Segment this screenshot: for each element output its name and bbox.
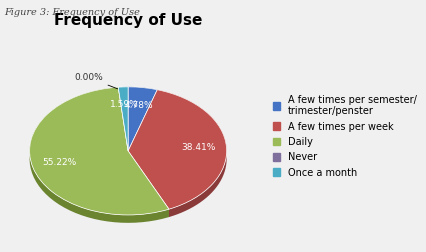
- Title: Frequency of Use: Frequency of Use: [54, 13, 202, 28]
- Text: 0.00%: 0.00%: [0, 251, 1, 252]
- Polygon shape: [128, 87, 157, 98]
- Wedge shape: [118, 87, 128, 151]
- Polygon shape: [157, 90, 226, 217]
- Wedge shape: [128, 90, 226, 209]
- Text: 0.00%: 0.00%: [74, 73, 117, 89]
- Text: Figure 3: Frequency of Use: Figure 3: Frequency of Use: [4, 8, 140, 17]
- Text: 55.22%: 55.22%: [42, 159, 77, 167]
- Text: 1.59%: 1.59%: [110, 100, 138, 109]
- Polygon shape: [29, 87, 169, 223]
- Wedge shape: [29, 87, 169, 215]
- Polygon shape: [118, 87, 128, 95]
- Text: 38.41%: 38.41%: [181, 143, 216, 152]
- Legend: A few times per semester/
trimester/penster, A few times per week, Daily, Never,: A few times per semester/ trimester/pens…: [269, 92, 419, 180]
- Wedge shape: [128, 87, 157, 151]
- Wedge shape: [118, 87, 128, 151]
- Text: 4.78%: 4.78%: [124, 101, 153, 110]
